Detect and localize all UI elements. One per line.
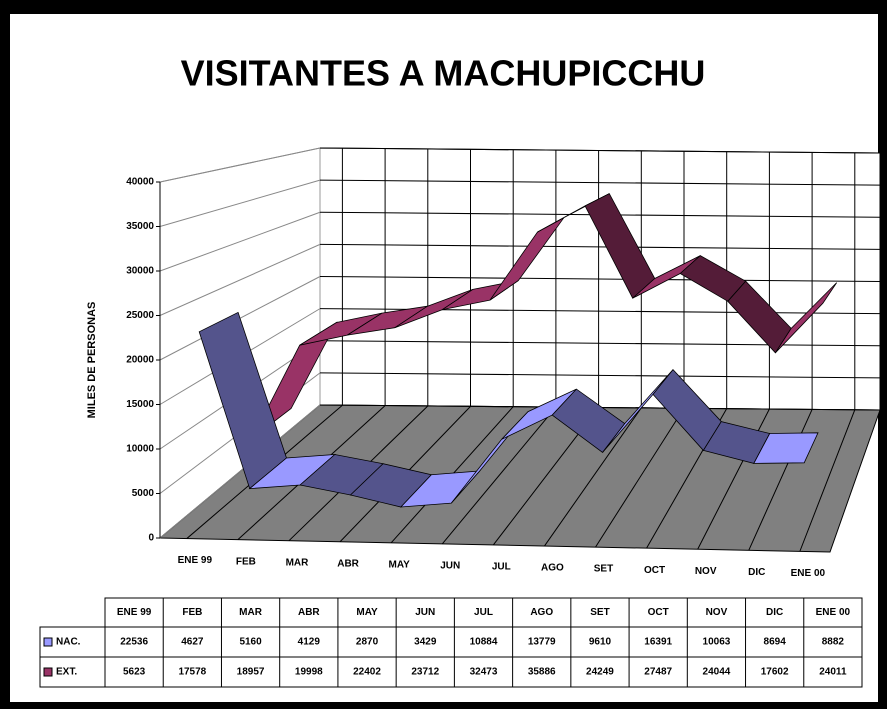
table-value: 22536 [120, 637, 148, 648]
x-tick-label: ENE 00 [791, 568, 826, 579]
floor-line [595, 407, 685, 548]
x-tick-label: MAY [388, 559, 410, 570]
table-value: 24249 [586, 667, 614, 678]
table-header: AGO [530, 607, 553, 618]
y-tick-label: 25000 [126, 310, 154, 321]
table-value: 5623 [123, 667, 146, 678]
y-tick-label: 20000 [126, 355, 154, 366]
table-value: 4129 [298, 637, 321, 648]
x-tick-label: DIC [748, 567, 765, 578]
grid-line [159, 179, 321, 227]
table-header: MAY [356, 607, 378, 618]
x-tick-label: OCT [644, 565, 665, 576]
table-header: DIC [766, 607, 783, 618]
x-tick-label: MAR [286, 557, 310, 568]
y-tick-label: 0 [148, 533, 154, 544]
legend-swatch [43, 667, 53, 677]
floor-line [544, 407, 642, 547]
table-value: 8882 [822, 637, 845, 648]
grid-line [159, 147, 321, 183]
y-tick-label: 35000 [126, 221, 154, 232]
table-value: 16391 [644, 637, 672, 648]
table-header: OCT [648, 607, 669, 618]
y-tick-label: 15000 [126, 399, 154, 410]
table-value: 2870 [356, 637, 379, 648]
table-value: 3429 [414, 637, 437, 648]
y-tick-label: 10000 [126, 444, 154, 455]
table-value: 18957 [237, 667, 265, 678]
y-tick-label: 40000 [126, 177, 154, 188]
table-value: 35886 [528, 667, 556, 678]
floor-line [799, 409, 856, 552]
x-tick-label: JUN [440, 561, 460, 572]
x-tick-label: ENE 99 [178, 555, 213, 566]
grid-line [159, 211, 321, 272]
x-tick-label: JUL [492, 562, 511, 573]
grid-line [319, 179, 881, 186]
table-value: 9610 [589, 637, 612, 648]
legend-label: EXT. [56, 667, 77, 678]
table-header: ENE 99 [117, 607, 152, 618]
table-header: JUN [415, 607, 435, 618]
table-value: 27487 [644, 667, 672, 678]
x-tick-label: SET [594, 564, 613, 575]
table-value: 17578 [178, 667, 206, 678]
ribbon-segment [753, 432, 819, 464]
legend-label: NAC. [56, 637, 81, 648]
grid-line [319, 372, 881, 379]
grid-line [159, 243, 321, 316]
table-value: 4627 [181, 637, 204, 648]
table-value: 10063 [703, 637, 731, 648]
x-tick-label: AGO [541, 563, 564, 574]
table-header: JUL [474, 607, 493, 618]
table-value: 10884 [470, 637, 498, 648]
grid-line [319, 340, 881, 347]
table-header: NOV [706, 607, 728, 618]
table-value: 23712 [411, 667, 439, 678]
table-value: 19998 [295, 667, 323, 678]
grid-line [319, 243, 881, 250]
x-tick-label: NOV [695, 566, 717, 577]
table-value: 22402 [353, 667, 381, 678]
table-value: 5160 [239, 637, 262, 648]
table-value: 17602 [761, 667, 789, 678]
x-tick-label: ABR [337, 558, 359, 569]
table-value: 32473 [470, 667, 498, 678]
table-header: MAR [239, 607, 263, 618]
table-header: ENE 00 [816, 607, 851, 618]
table-value: 13779 [528, 637, 556, 648]
table-header: ABR [298, 607, 320, 618]
y-tick-label: 5000 [132, 488, 155, 499]
legend-swatch [43, 637, 53, 647]
grid-line [159, 404, 321, 539]
ribbon-segment [775, 282, 838, 354]
table-value: 24011 [819, 667, 847, 678]
grid-line [319, 276, 881, 282]
table-header: SET [590, 607, 609, 618]
grid-line [319, 147, 881, 154]
table-value: 8694 [764, 637, 787, 648]
chart-title: VISITANTES A MACHUPICCHU [181, 53, 706, 94]
y-axis-label: MILES DE PERSONAS [86, 302, 98, 419]
table-value: 24044 [703, 667, 731, 678]
table-header: FEB [182, 607, 202, 618]
x-tick-label: FEB [236, 556, 256, 567]
floor-line [441, 406, 557, 545]
y-tick-label: 30000 [126, 266, 154, 277]
